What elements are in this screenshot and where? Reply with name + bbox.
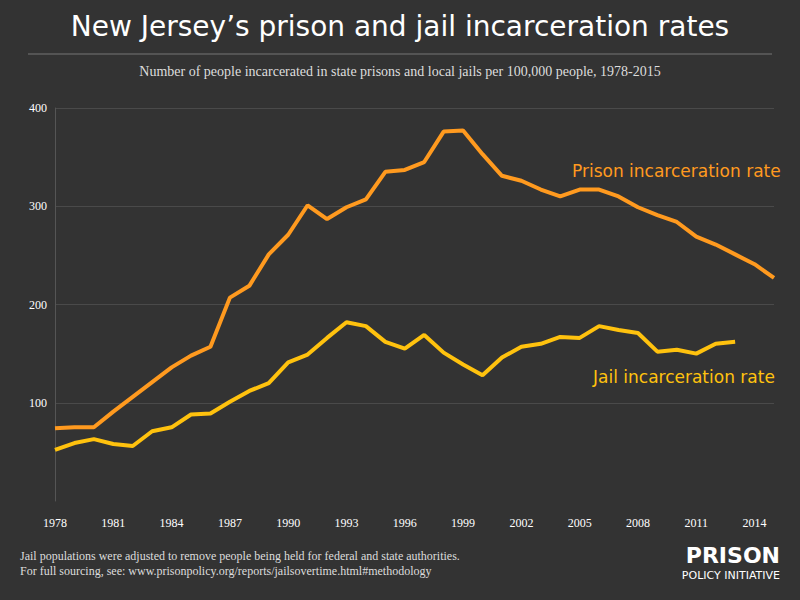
svg-text:1993: 1993 xyxy=(334,516,358,530)
svg-text:New Jersey’s prison and jail i: New Jersey’s prison and jail incarcerati… xyxy=(71,10,729,43)
svg-text:1981: 1981 xyxy=(101,516,125,530)
svg-text:For full sourcing, see: www.pr: For full sourcing, see: www.prisonpolicy… xyxy=(20,564,432,578)
svg-text:2002: 2002 xyxy=(509,516,533,530)
svg-text:PRISON: PRISON xyxy=(686,543,780,568)
svg-text:2008: 2008 xyxy=(626,516,650,530)
svg-text:2014: 2014 xyxy=(743,516,767,530)
svg-text:300: 300 xyxy=(29,199,47,213)
svg-text:1984: 1984 xyxy=(160,516,184,530)
svg-text:Number of people incarcerated: Number of people incarcerated in state p… xyxy=(139,64,660,79)
svg-text:Prison incarceration rate: Prison incarceration rate xyxy=(572,161,781,181)
svg-text:Jail incarceration rate: Jail incarceration rate xyxy=(592,367,775,387)
svg-text:1990: 1990 xyxy=(276,516,300,530)
svg-text:100: 100 xyxy=(29,396,47,410)
svg-text:200: 200 xyxy=(29,298,47,312)
svg-text:400: 400 xyxy=(29,101,47,115)
svg-text:2005: 2005 xyxy=(568,516,592,530)
svg-text:1978: 1978 xyxy=(43,516,67,530)
svg-text:1996: 1996 xyxy=(393,516,417,530)
svg-text:Jail populations were adjusted: Jail populations were adjusted to remove… xyxy=(20,549,460,563)
svg-text:1987: 1987 xyxy=(218,516,242,530)
svg-text:1999: 1999 xyxy=(451,516,475,530)
svg-text:2011: 2011 xyxy=(684,516,708,530)
svg-text:POLICY INITIATIVE: POLICY INITIATIVE xyxy=(682,569,780,582)
